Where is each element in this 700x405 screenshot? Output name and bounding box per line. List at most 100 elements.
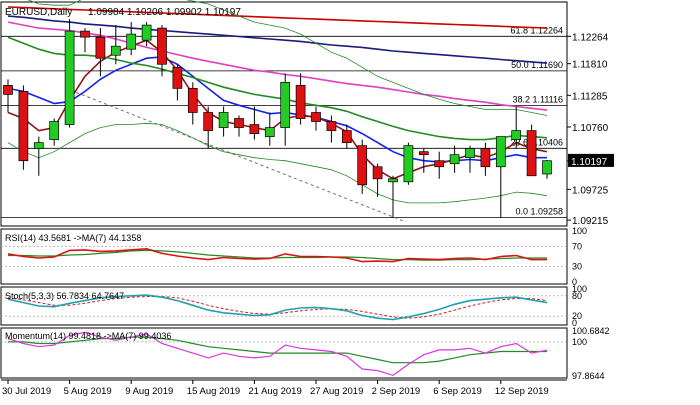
level-label: 100.6842 xyxy=(572,326,610,336)
level-label: 100 xyxy=(572,226,587,236)
level-label: 20 xyxy=(572,311,582,321)
candle-body xyxy=(18,91,29,162)
candle-body xyxy=(264,127,275,137)
time-tick-label: 30 Jul 2019 xyxy=(2,386,51,397)
candlesticks xyxy=(3,19,552,218)
candle-body xyxy=(495,136,506,168)
time-tick-label: 5 Aug 2019 xyxy=(64,386,112,397)
rsi-pane-frame xyxy=(0,228,568,285)
time-tick-label: 9 Aug 2019 xyxy=(125,386,173,397)
trend-line xyxy=(64,87,407,223)
fib-level-label: 38.2 1.11116 xyxy=(512,95,563,105)
price-tick-label: 1.11810 xyxy=(572,60,608,71)
overlay-line xyxy=(7,6,548,29)
stoch-lines xyxy=(1,294,567,321)
time-tick-label: 2 Sep 2019 xyxy=(372,386,421,397)
stoch-label: Stoch(5,3,3) 56.7834 64.7647 xyxy=(5,291,124,301)
candle-body xyxy=(95,36,106,59)
symbol-label: EURUSD,Daily xyxy=(5,7,72,18)
candle-body xyxy=(311,112,321,122)
momentum-label: Momentum(14) 99.4818 ->MA(7) 99.4036 xyxy=(5,331,171,341)
time-tick-label: 15 Aug 2019 xyxy=(187,386,240,397)
candle-body xyxy=(80,30,90,38)
time-axis: 30 Jul 2019 5 Aug 2019 9 Aug 2019 15 Aug 20… xyxy=(1,379,567,397)
candle-body xyxy=(326,121,337,131)
price-axis: 1.12264 1.11810 1.11285 1.10760 1.09725 1.092… xyxy=(567,32,609,227)
candle-body xyxy=(157,27,167,65)
current-price-label: 1.10197 xyxy=(571,157,608,168)
candle-body xyxy=(449,154,460,165)
price-pane: 61.8 1.12264 50.0 1.11690 38.2 1.11116 23.6… xyxy=(0,0,614,227)
price-pane-frame xyxy=(0,1,568,227)
candle-body xyxy=(218,112,229,128)
rsi-lines xyxy=(1,245,567,268)
fibonacci-levels: 61.8 1.12264 50.0 1.11690 38.2 1.11116 23.6… xyxy=(1,25,567,218)
level-label: 97.8644 xyxy=(572,371,605,381)
rsi-axis: 100 70 30 0 xyxy=(572,226,587,287)
candle-body xyxy=(388,178,398,183)
candle-body xyxy=(64,30,75,125)
candle-body xyxy=(542,160,552,175)
candle-body xyxy=(357,145,368,186)
candle-body xyxy=(480,148,491,168)
overlay-line xyxy=(7,122,548,204)
candle-body xyxy=(187,88,198,113)
fib-level-label: 50.0 1.11690 xyxy=(511,60,563,70)
candle-body xyxy=(280,82,291,128)
level-label: 100 xyxy=(572,337,587,347)
candle-body xyxy=(49,121,60,140)
overlay-line xyxy=(7,15,548,64)
candle-body xyxy=(3,85,13,95)
overlay-line xyxy=(7,21,548,111)
candle-body xyxy=(418,151,429,156)
current-price-box xyxy=(568,153,614,167)
candle-body xyxy=(33,142,44,150)
candle-body xyxy=(526,130,537,177)
rsi-ma-line xyxy=(8,249,547,261)
momentum-pane: Momentum(14) 99.4818 ->MA(7) 99.4036 100… xyxy=(0,326,610,381)
momentum-pane-frame xyxy=(0,327,568,379)
rsi-label: RSI(14) 43.5681 ->MA(7) 44.1358 xyxy=(5,233,141,243)
candle-body xyxy=(172,66,183,89)
stoch-main-line xyxy=(7,294,548,321)
fib-level-label: 23.6 1.10406 xyxy=(510,137,563,147)
overlay-line xyxy=(27,0,548,116)
time-tick-label: 12 Sep 2019 xyxy=(495,386,549,397)
level-label: 0 xyxy=(572,318,577,328)
momentum-line xyxy=(7,331,548,377)
candle-body xyxy=(511,130,522,140)
level-label: 100 xyxy=(572,284,587,294)
rsi-line xyxy=(7,247,547,263)
momentum-lines xyxy=(1,331,567,377)
candle-body xyxy=(126,33,137,50)
price-tick-label: 1.09725 xyxy=(572,185,609,196)
price-tick-label: 1.10760 xyxy=(572,123,609,134)
time-tick-label: 6 Sep 2019 xyxy=(433,386,482,397)
candle-body xyxy=(234,118,244,128)
level-label: 0 xyxy=(572,277,577,287)
candle-body xyxy=(403,145,414,183)
candle-body xyxy=(372,166,383,180)
level-label: 70 xyxy=(572,241,582,251)
level-label: 80 xyxy=(572,291,582,301)
candle-body xyxy=(141,24,152,41)
candle-body xyxy=(434,160,445,168)
candle-body xyxy=(295,85,306,119)
price-tick-label: 1.09215 xyxy=(572,216,609,227)
candle-body xyxy=(465,148,475,159)
price-tick-label: 1.11285 xyxy=(572,91,608,102)
momentum-ma-line xyxy=(8,336,547,364)
candle-body xyxy=(341,130,352,143)
fib-level-label: 61.8 1.12264 xyxy=(510,25,563,35)
level-label: 30 xyxy=(572,262,582,272)
time-tick-label: 27 Aug 2019 xyxy=(310,386,363,397)
stoch-pane-frame xyxy=(0,286,568,326)
price-tick-label: 1.12264 xyxy=(572,32,609,43)
time-tick-label: 21 Aug 2019 xyxy=(248,386,301,397)
fib-level-label: 0.0 1.09258 xyxy=(515,206,563,216)
